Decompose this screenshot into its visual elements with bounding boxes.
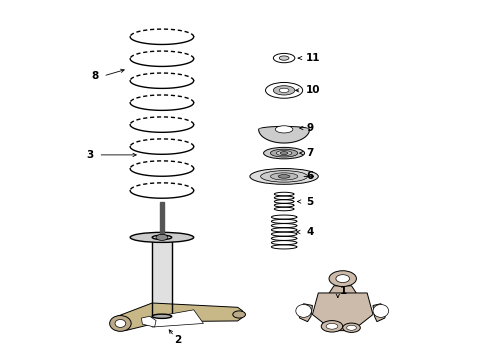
Text: 1: 1 <box>340 286 347 296</box>
Polygon shape <box>298 304 313 321</box>
Ellipse shape <box>343 323 360 332</box>
Ellipse shape <box>130 232 194 242</box>
Bar <box>152 237 171 316</box>
Ellipse shape <box>280 152 288 154</box>
Ellipse shape <box>296 305 312 318</box>
Text: 5: 5 <box>306 197 313 207</box>
Ellipse shape <box>346 325 356 330</box>
Text: 8: 8 <box>91 71 98 81</box>
Polygon shape <box>147 310 203 327</box>
Ellipse shape <box>273 53 295 63</box>
Ellipse shape <box>270 173 298 180</box>
Text: 6: 6 <box>306 171 313 181</box>
Text: 11: 11 <box>306 53 320 63</box>
Polygon shape <box>116 303 243 330</box>
Text: 9: 9 <box>306 123 313 133</box>
Polygon shape <box>373 304 387 321</box>
Polygon shape <box>259 129 310 143</box>
Ellipse shape <box>276 150 292 156</box>
Ellipse shape <box>275 126 293 133</box>
Ellipse shape <box>264 147 305 159</box>
Ellipse shape <box>233 311 245 318</box>
Text: 4: 4 <box>306 227 314 237</box>
Ellipse shape <box>261 171 308 182</box>
Bar <box>160 202 164 237</box>
Ellipse shape <box>266 82 303 98</box>
Ellipse shape <box>326 323 338 329</box>
Polygon shape <box>313 293 373 330</box>
Text: 2: 2 <box>174 334 181 345</box>
Ellipse shape <box>152 235 171 239</box>
Ellipse shape <box>250 168 318 184</box>
Ellipse shape <box>152 314 171 319</box>
Text: 10: 10 <box>306 85 320 95</box>
Ellipse shape <box>279 88 289 93</box>
Ellipse shape <box>279 56 289 60</box>
Polygon shape <box>328 286 357 295</box>
Ellipse shape <box>278 175 290 178</box>
Text: 3: 3 <box>86 150 94 160</box>
Ellipse shape <box>110 316 131 331</box>
Polygon shape <box>142 316 156 327</box>
Ellipse shape <box>336 275 349 283</box>
Ellipse shape <box>115 319 126 327</box>
Ellipse shape <box>156 234 168 240</box>
Ellipse shape <box>259 126 310 132</box>
Ellipse shape <box>270 149 298 157</box>
Ellipse shape <box>321 320 343 332</box>
Ellipse shape <box>273 86 295 95</box>
Ellipse shape <box>329 271 356 287</box>
Ellipse shape <box>373 305 389 318</box>
Text: 7: 7 <box>306 148 314 158</box>
